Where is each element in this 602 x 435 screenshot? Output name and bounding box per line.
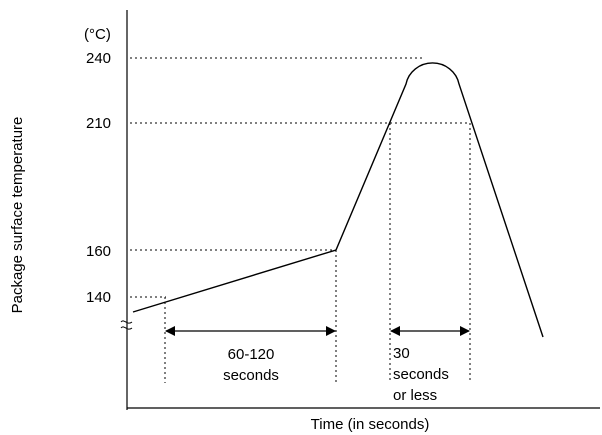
tick-label-210: 210 [86,115,111,132]
y-axis-label: Package surface temperature [9,117,26,314]
peak-duration-line2: seconds [393,366,449,383]
tick-label-160: 160 [86,243,111,260]
guide-lines [130,57,471,383]
preheat-duration-line1: 60-120 [228,346,275,363]
tick-label-240: 240 [86,50,111,67]
x-axis-label: Time (in seconds) [311,416,430,433]
tick-label-140: 140 [86,289,111,306]
axis-break-symbol [120,320,133,330]
preheat-duration-line2: seconds [223,367,279,384]
peak-duration-line3: or less [393,387,437,404]
temperature-profile-curve [132,62,544,338]
peak-duration-line1: 30 [393,345,410,362]
unit-label: (°C) [84,26,111,43]
